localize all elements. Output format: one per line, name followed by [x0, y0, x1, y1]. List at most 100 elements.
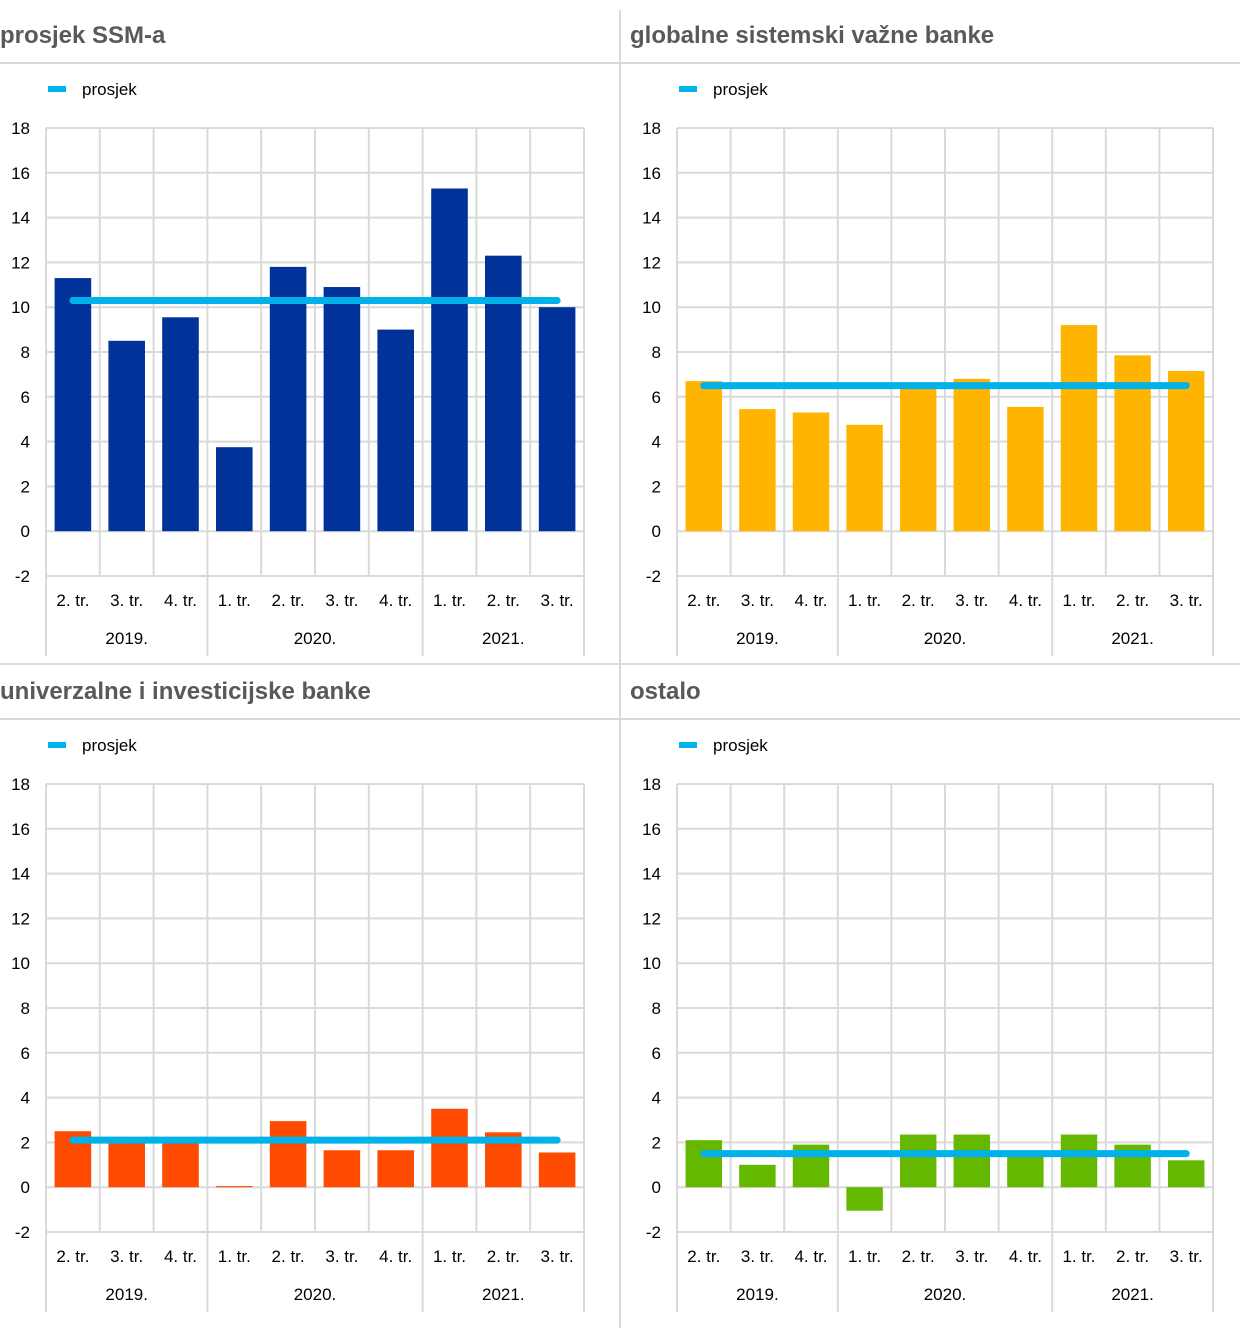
x-tick-label: 1. tr. — [433, 1247, 466, 1266]
x-tick-label: 4. tr. — [1009, 591, 1042, 610]
y-tick-label: -2 — [15, 567, 30, 586]
y-tick-label: 4 — [21, 1089, 30, 1108]
x-tick-label: 2. tr. — [56, 1247, 89, 1266]
x-group-label: 2021. — [482, 1285, 525, 1304]
legend-label: prosjek — [82, 80, 137, 99]
title-rule — [620, 62, 1240, 64]
bar — [216, 1186, 253, 1188]
bar — [108, 340, 145, 532]
x-tick-label: 1. tr. — [848, 591, 881, 610]
x-tick-label: 4. tr. — [794, 1247, 827, 1266]
legend: prosjek — [48, 80, 137, 99]
y-tick-label: 8 — [652, 343, 661, 362]
bar — [377, 1150, 414, 1188]
bar — [1007, 1153, 1044, 1188]
bar — [431, 1108, 468, 1188]
y-tick-label: 2 — [652, 477, 661, 496]
y-tick-label: 16 — [642, 820, 661, 839]
bar — [538, 307, 576, 532]
x-tick-label: 3. tr. — [541, 1247, 574, 1266]
y-tick-label: 4 — [652, 433, 661, 452]
x-tick-label: 4. tr. — [164, 1247, 197, 1266]
x-group-label: 2019. — [736, 629, 779, 648]
title-rule — [620, 718, 1240, 720]
y-tick-label: 12 — [11, 253, 30, 272]
x-tick-label: 2. tr. — [487, 591, 520, 610]
x-tick-label: 3. tr. — [741, 591, 774, 610]
legend-swatch — [679, 742, 697, 748]
bar — [899, 1134, 937, 1188]
y-tick-label: 18 — [642, 119, 661, 138]
panel-title: globalne sistemski važne banke — [630, 22, 995, 49]
legend-label: prosjek — [82, 736, 137, 755]
x-tick-label: 3. tr. — [741, 1247, 774, 1266]
x-tick-label: 1. tr. — [1062, 591, 1095, 610]
bar — [739, 1164, 776, 1188]
x-tick-label: 1. tr. — [848, 1247, 881, 1266]
y-tick-label: 10 — [642, 954, 661, 973]
bar-chart: prosjek 18 16 14 12 10 8 6 4 2 0 -2 2. tr. 3. tr. 4. t… — [11, 736, 585, 1312]
bar — [538, 1152, 576, 1188]
bar — [323, 1150, 361, 1188]
y-tick-label: 0 — [21, 522, 30, 541]
bar — [269, 1121, 307, 1188]
x-tick-label: 2. tr. — [687, 591, 720, 610]
x-tick-label: 3. tr. — [955, 1247, 988, 1266]
bar-chart: prosjek 18 16 14 12 10 8 6 4 2 0 -2 2. tr. 3. tr. 4. t… — [11, 80, 585, 656]
x-group-label: 2021. — [1111, 629, 1154, 648]
bar — [1114, 355, 1151, 532]
x-tick-label: 3. tr. — [325, 591, 358, 610]
y-tick-label: 8 — [652, 999, 661, 1018]
panel-title: univerzalne i investicijske banke — [0, 678, 371, 705]
y-tick-label: -2 — [646, 1223, 661, 1242]
y-tick-label: 8 — [21, 343, 30, 362]
y-tick-label: 18 — [642, 775, 661, 794]
panel-title: prosjek SSM-a — [0, 22, 166, 49]
x-group-label: 2019. — [736, 1285, 779, 1304]
bar — [899, 387, 937, 532]
x-tick-label: 1. tr. — [1062, 1247, 1095, 1266]
x-tick-label: 2. tr. — [902, 1247, 935, 1266]
y-tick-label: 0 — [21, 1178, 30, 1197]
x-tick-label: 3. tr. — [110, 1247, 143, 1266]
bar — [216, 447, 253, 532]
x-group-label: 2019. — [105, 1285, 148, 1304]
bar — [953, 1134, 991, 1188]
bar — [792, 412, 830, 532]
bar — [739, 409, 776, 532]
legend-swatch — [48, 742, 66, 748]
y-tick-label: 6 — [652, 388, 661, 407]
y-tick-label: 2 — [21, 477, 30, 496]
x-tick-label: 2. tr. — [1116, 591, 1149, 610]
bar — [323, 287, 361, 532]
y-tick-label: 18 — [11, 775, 30, 794]
title-rule — [0, 62, 620, 64]
x-tick-label: 3. tr. — [1170, 1247, 1203, 1266]
bar — [685, 1140, 723, 1188]
x-tick-label: 3. tr. — [955, 591, 988, 610]
x-group-label: 2020. — [924, 629, 967, 648]
y-tick-label: 16 — [11, 164, 30, 183]
y-tick-label: 10 — [642, 298, 661, 317]
x-group-label: 2019. — [105, 629, 148, 648]
y-tick-label: -2 — [15, 1223, 30, 1242]
bar — [685, 381, 723, 532]
legend-label: prosjek — [713, 736, 768, 755]
x-tick-label: 1. tr. — [218, 1247, 251, 1266]
panel-gsib: globalne sistemski važne banke prosjek 18… — [620, 0, 1240, 656]
x-group-label: 2020. — [924, 1285, 967, 1304]
x-tick-label: 4. tr. — [379, 1247, 412, 1266]
vertical-divider — [619, 10, 621, 1328]
panel-title: ostalo — [630, 678, 701, 705]
x-tick-label: 4. tr. — [794, 591, 827, 610]
y-tick-label: 2 — [652, 1133, 661, 1152]
y-tick-label: 12 — [642, 253, 661, 272]
legend-label: prosjek — [713, 80, 768, 99]
y-tick-label: 14 — [642, 209, 661, 228]
x-tick-label: 1. tr. — [218, 591, 251, 610]
bar — [846, 424, 883, 532]
x-tick-label: 2. tr. — [687, 1247, 720, 1266]
x-tick-label: 4. tr. — [164, 591, 197, 610]
y-tick-label: 4 — [21, 433, 30, 452]
x-tick-label: 3. tr. — [541, 591, 574, 610]
